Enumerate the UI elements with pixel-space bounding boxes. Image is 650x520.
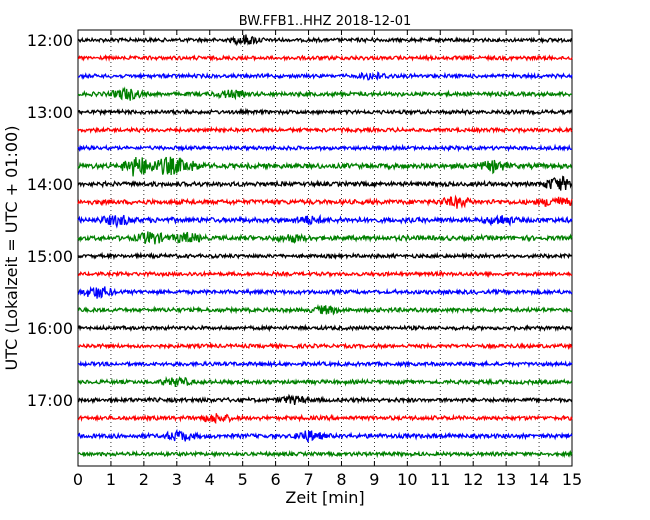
seismic-trace [77,341,573,351]
x-tick-label: 9 [369,470,379,489]
seismic-trace [77,194,573,209]
seismic-trace [77,143,573,153]
seismic-trace [77,86,572,101]
seismic-trace [77,428,573,443]
seismic-trace [77,34,573,47]
y-tick-label: 15:00 [27,247,73,266]
seismic-trace [77,449,573,459]
y-tick-label: 16:00 [27,319,73,338]
plot-area [77,29,573,467]
seismic-trace [77,359,573,369]
x-tick-label: 11 [430,470,450,489]
seismic-trace [77,285,573,299]
seismic-trace [77,71,573,81]
y-tick-label: 17:00 [27,391,73,410]
x-tick-label: 15 [562,470,582,489]
y-tick-label: 14:00 [27,175,73,194]
y-axis-label: UTC (Lokalzeit = UTC + 01:00) [2,126,21,371]
seismic-trace [77,53,573,63]
x-tick-label: 2 [139,470,149,489]
seismic-trace [77,125,573,135]
x-tick-label: 13 [496,470,516,489]
seismic-trace [77,107,573,117]
chart-title: BW.FFB1..HHZ 2018-12-01 [239,14,412,29]
seismic-trace [77,323,573,333]
x-axis-label: Zeit [min] [285,488,364,507]
x-axis-ticks: 0 1 2 3 4 5 6 7 8 9 10 11 12 13 14 15 [73,30,582,489]
seismic-trace [77,231,573,245]
x-tick-label: 14 [529,470,549,489]
x-tick-label: 6 [271,470,281,489]
seismic-trace [77,269,573,279]
seismic-trace [77,213,573,229]
seismic-trace [77,251,573,261]
trace-group [77,34,573,459]
x-tick-label: 4 [205,470,215,489]
x-tick-label: 0 [73,470,83,489]
y-tick-label: 12:00 [27,31,73,50]
x-tick-label: 8 [336,470,346,489]
y-tick-label: 13:00 [27,103,73,122]
seismic-trace [77,303,573,316]
y-axis-ticks: 12:00 13:00 14:00 15:00 16:00 17:00 [27,31,572,410]
x-tick-label: 3 [172,470,182,489]
x-tick-label: 5 [238,470,248,489]
seismic-trace [77,375,573,387]
seismic-trace [77,413,573,425]
x-tick-label: 10 [397,470,417,489]
seismic-trace [77,156,573,177]
x-tick-label: 7 [303,470,313,489]
grid-lines [110,30,540,466]
seismic-trace [77,175,573,191]
seismic-trace [77,393,573,405]
x-tick-label: 1 [106,470,116,489]
x-tick-label: 12 [463,470,483,489]
